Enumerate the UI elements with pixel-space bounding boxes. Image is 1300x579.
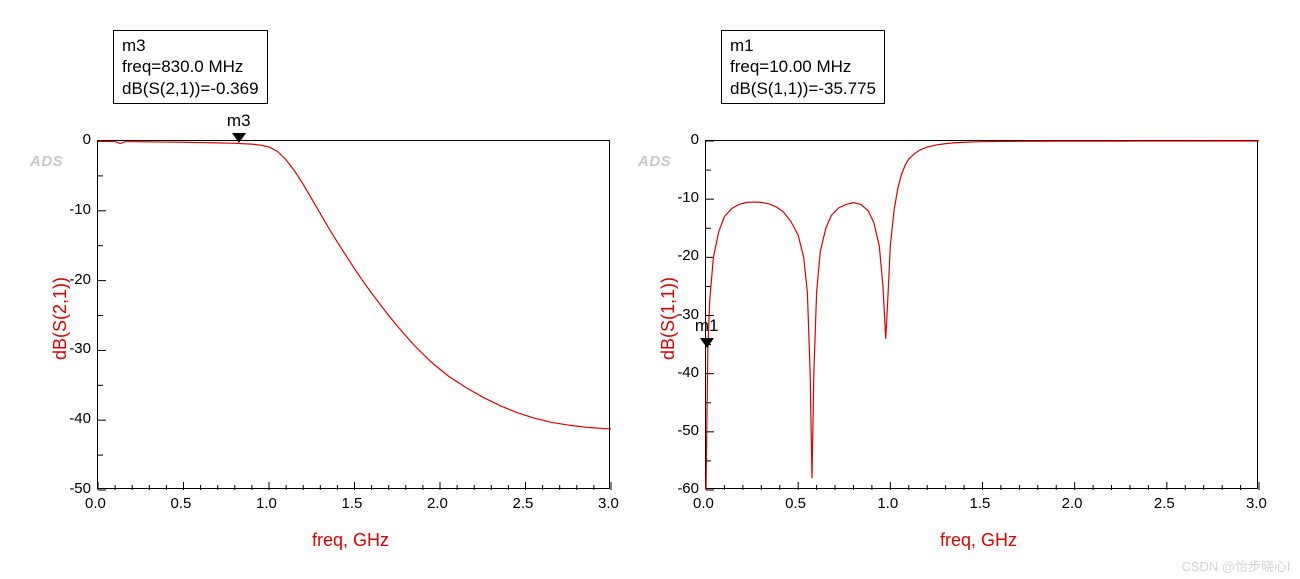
ytick-label: -10 — [677, 189, 699, 206]
ytick-label: 0 — [691, 131, 699, 148]
ytick-label: -40 — [677, 364, 699, 381]
marker-freq: freq=10.00 MHz — [730, 56, 876, 77]
ads-watermark-left: ADS — [30, 153, 63, 170]
xtick-label: 1.5 — [342, 495, 363, 512]
xtick-label: 1.0 — [256, 495, 277, 512]
right-chart: m1 freq=10.00 MHz dB(S(1,1))=-35.775 ADS… — [650, 0, 1290, 579]
ytick-label: -20 — [677, 247, 699, 264]
plot-svg-right — [706, 141, 1259, 490]
xtick-label: 2.5 — [1154, 495, 1175, 512]
ytick-label: -30 — [677, 306, 699, 323]
xtick-label: 0.0 — [85, 495, 106, 512]
xtick-label: 0.5 — [785, 495, 806, 512]
marker-name: m1 — [730, 35, 876, 56]
left-chart: m3 freq=830.0 MHz dB(S(2,1))=-0.369 ADS … — [0, 0, 640, 579]
xtick-label: 2.0 — [427, 495, 448, 512]
xlabel-left: freq, GHz — [312, 530, 389, 551]
marker-val: dB(S(1,1))=-35.775 — [730, 78, 876, 99]
ads-watermark-right: ADS — [638, 153, 671, 170]
xtick-label: 2.0 — [1062, 495, 1083, 512]
marker-box-m1: m1 freq=10.00 MHz dB(S(1,1))=-35.775 — [721, 30, 885, 104]
plot-svg-left — [98, 141, 611, 490]
marker-name: m3 — [122, 35, 259, 56]
plot-frame-right — [705, 140, 1258, 489]
marker-freq: freq=830.0 MHz — [122, 56, 259, 77]
ytick-label: -40 — [69, 410, 91, 427]
marker-triangle-m3 — [231, 132, 247, 144]
marker-triangle-m1 — [699, 337, 715, 349]
marker-val: dB(S(2,1))=-0.369 — [122, 78, 259, 99]
xtick-label: 3.0 — [1246, 495, 1267, 512]
ytick-label: -30 — [69, 340, 91, 357]
ytick-label: 0 — [83, 131, 91, 148]
xtick-label: 1.0 — [877, 495, 898, 512]
xtick-label: 2.5 — [513, 495, 534, 512]
csdn-watermark: CSDN @怡步晓心l — [1181, 556, 1290, 575]
marker-box-m3: m3 freq=830.0 MHz dB(S(2,1))=-0.369 — [113, 30, 268, 104]
xtick-label: 0.5 — [171, 495, 192, 512]
ylabel-right: dB(S(1,1)) — [658, 277, 679, 360]
ylabel-left: dB(S(2,1)) — [50, 277, 71, 360]
xtick-label: 1.5 — [970, 495, 991, 512]
plot-frame-left — [97, 140, 610, 489]
xtick-label: 3.0 — [598, 495, 619, 512]
marker-point-label-m3: m3 — [227, 111, 251, 131]
ytick-label: -50 — [677, 422, 699, 439]
ytick-label: -10 — [69, 201, 91, 218]
ytick-label: -20 — [69, 271, 91, 288]
xtick-label: 0.0 — [693, 495, 714, 512]
xlabel-right: freq, GHz — [940, 530, 1017, 551]
